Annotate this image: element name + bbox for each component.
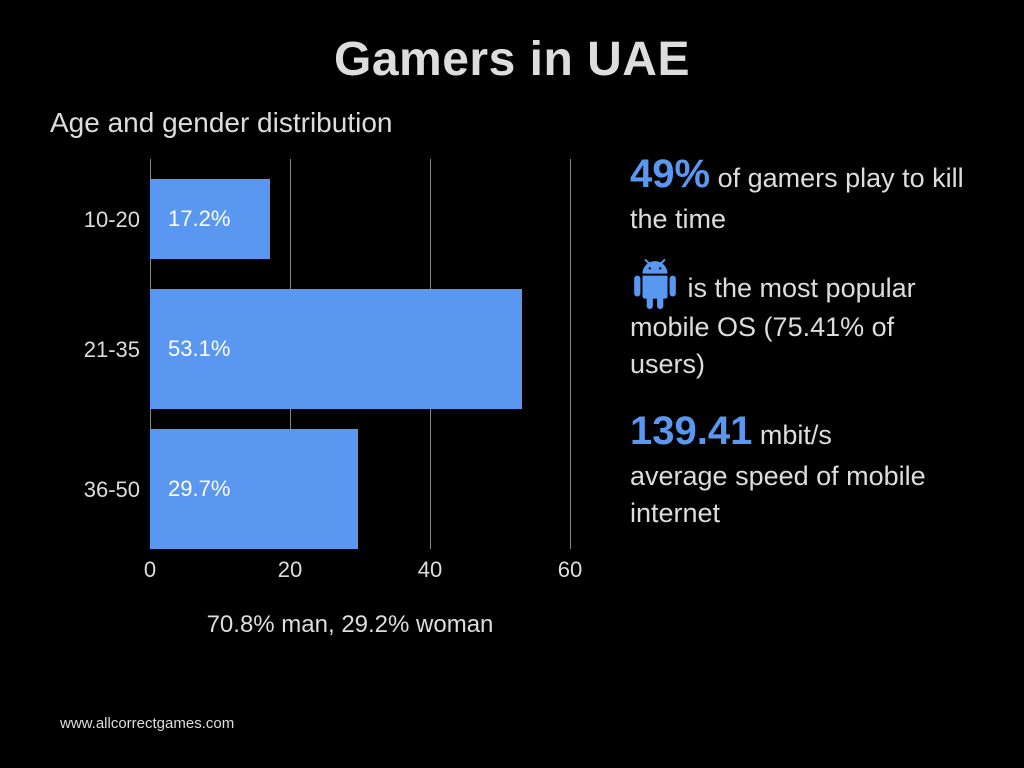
bar-value-label: 17.2% [168,206,230,232]
chart-panel: Age and gender distribution 10-20 21-35 … [60,107,600,639]
fact-big-number: 49% [630,152,710,196]
facts-panel: 49% of gamers play to kill the time is t… [600,107,964,639]
age-bar-chart: 10-20 21-35 36-50 17.2% 53.1% 29.7% 0 20… [60,159,580,599]
fact-internet-speed: 139.41 mbit/s average speed of mobile in… [630,404,964,531]
page-title: Gamers in UAE [0,0,1024,87]
content-row: Age and gender distribution 10-20 21-35 … [0,87,1024,639]
y-axis-label: 36-50 [60,477,140,503]
plot-area: 17.2% 53.1% 29.7% [150,159,570,549]
fact-unit: mbit/s [752,420,832,450]
gridline [570,159,571,549]
x-axis-label: 60 [558,557,582,583]
fact-percent: 75.41% [773,312,865,342]
fact-android-os: is the most popular mobile OS (75.41% of… [630,259,964,382]
fact-kill-time: 49% of gamers play to kill the time [630,147,964,237]
android-icon [630,259,680,309]
x-axis-label: 20 [278,557,302,583]
bar-21-35: 53.1% [150,289,522,409]
footer-url: www.allcorrectgames.com [60,715,234,732]
chart-subtitle: Age and gender distribution [50,107,600,139]
bar-36-50: 29.7% [150,429,358,549]
bar-10-20: 17.2% [150,179,270,259]
fact-big-number: 139.41 [630,409,752,453]
x-axis-label: 40 [418,557,442,583]
fact-text: average speed of mobile internet [630,461,926,527]
y-axis-label: 21-35 [60,337,140,363]
y-axis-label: 10-20 [60,207,140,233]
bar-value-label: 29.7% [168,476,230,502]
x-axis-label: 0 [144,557,156,583]
bar-value-label: 53.1% [168,336,230,362]
gender-distribution-text: 70.8% man, 29.2% woman [100,611,600,639]
